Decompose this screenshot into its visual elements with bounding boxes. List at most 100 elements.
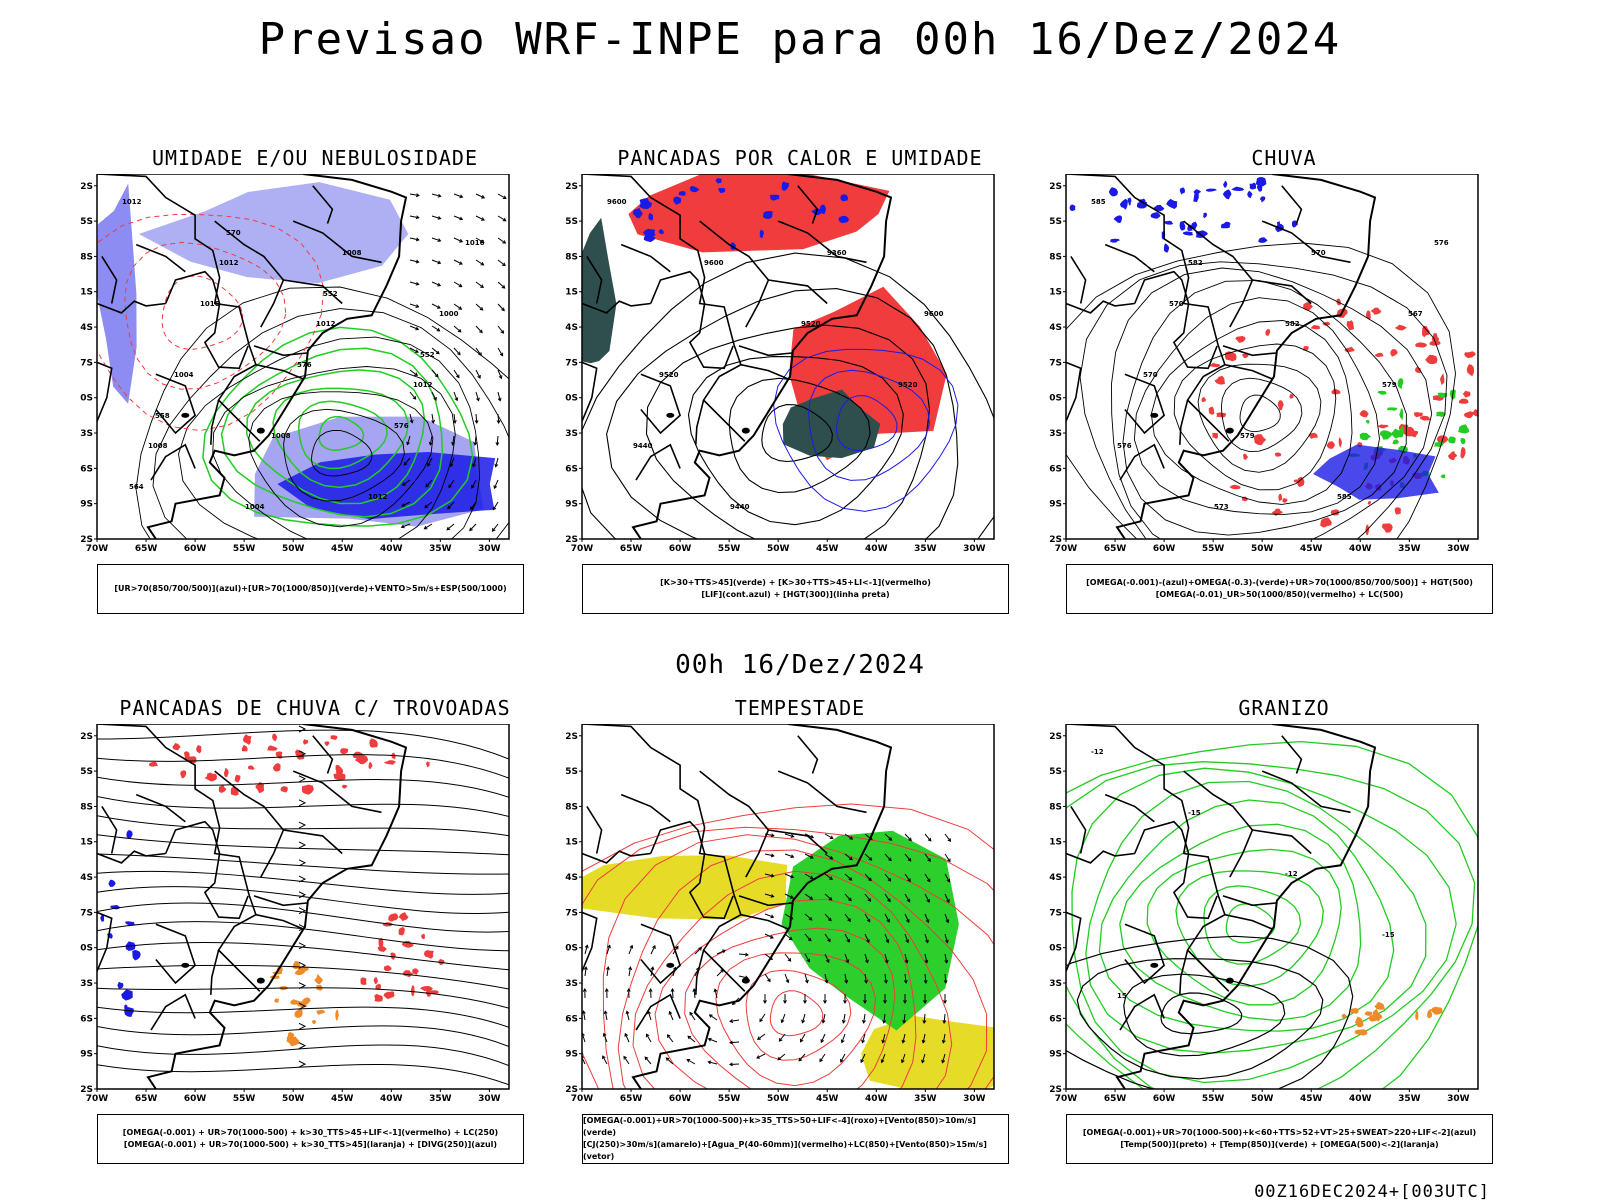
panel-title: PANCADAS POR CALOR E UMIDADE (565, 146, 1035, 170)
lat-label: 12S (80, 182, 93, 192)
lon-label: 70W (571, 1094, 594, 1104)
lat-label: 21S (1049, 288, 1062, 298)
lat-label: 18S (1049, 802, 1062, 812)
legend-line: [Temp(500)](preto) + [Temp(850)](verde) … (1120, 1139, 1438, 1151)
contour-label: 576 (1117, 442, 1132, 450)
panel-title: TEMPESTADE (565, 696, 1035, 720)
valid-time-title: 00h 16/Dez/2024 (0, 650, 1600, 680)
contour-label: 564 (129, 483, 144, 491)
lat-label: 15S (565, 767, 578, 777)
contour-label: 552 (420, 351, 435, 359)
contour-label: 9520 (659, 371, 679, 379)
map-layers (97, 724, 509, 1089)
lon-label: 30W (478, 544, 501, 554)
lon-label: 65W (135, 1094, 158, 1104)
lon-label: 50W (1251, 544, 1274, 554)
lat-label: 24S (1049, 873, 1062, 883)
contour-label: 9600 (924, 310, 944, 318)
panel-legend: [OMEGA(-0.001)-(azul)+OMEGA(-0.3)-(verde… (1066, 564, 1493, 614)
contour-label: 576 (394, 422, 409, 430)
lon-label: 35W (914, 1094, 937, 1104)
lat-label: 30S (1049, 944, 1062, 954)
lat-label: 27S (1049, 908, 1062, 918)
lon-label: 55W (718, 544, 741, 554)
rain-omega-red (1483, 409, 1496, 420)
storm-red (231, 787, 239, 796)
lat-label: 24S (80, 323, 93, 333)
lon-label: 30W (963, 1094, 986, 1104)
lon-label: 50W (282, 544, 305, 554)
legend-line: [OMEGA(-0.001)+UR>70(1000-500)+k<60+TTS>… (1083, 1127, 1476, 1139)
panel-title: UMIDADE E/OU NEBULOSIDADE (80, 146, 550, 170)
lif-contour (679, 191, 686, 196)
contour-label: 1000 (439, 310, 459, 318)
lake (666, 413, 674, 418)
lon-label: 65W (1104, 544, 1127, 554)
lon-label: 30W (478, 1094, 501, 1104)
contour-label: 9440 (633, 442, 653, 450)
lon-label: 45W (816, 1094, 839, 1104)
legend-line: [OMEGA(-0.001)-(azul)+OMEGA(-0.3)-(verde… (1086, 577, 1473, 589)
contour-label: -12 (1285, 870, 1298, 878)
lat-label: 24S (80, 873, 93, 883)
contour-label: -15 (1382, 931, 1395, 939)
lake (181, 963, 189, 968)
storm-red (361, 977, 367, 985)
lon-label: 40W (1349, 1094, 1372, 1104)
lat-label: 21S (80, 838, 93, 848)
lat-label: 27S (80, 908, 93, 918)
panel-umidade: UMIDADE E/OU NEBULOSIDADE [UR>70(850/700… (80, 146, 550, 616)
weather-map: -12-15-12-151512S15S18S21S24S27S30S33S36… (1049, 724, 1519, 1114)
contour-label: 570 (1143, 371, 1158, 379)
lat-label: 18S (80, 802, 93, 812)
lat-label: 12S (1049, 732, 1062, 742)
contour-label: 576 (297, 361, 312, 369)
lat-label: 39S (1049, 500, 1062, 510)
contour-label: 1016 (465, 239, 485, 247)
legend-line: [OMEGA(-0.01)_UR>50(1000/850)(vermelho) … (1156, 589, 1404, 601)
contour-label: 582 (1188, 259, 1203, 267)
lon-label: 40W (865, 1094, 888, 1104)
lagoon (1226, 978, 1234, 984)
lagoon (742, 978, 750, 984)
lat-label: 39S (80, 500, 93, 510)
lon-label: 60W (184, 1094, 207, 1104)
lat-label: 15S (80, 217, 93, 227)
map-layers (565, 724, 1035, 1114)
lat-label: 21S (80, 288, 93, 298)
lake (666, 963, 674, 968)
weather-map: 12S15S18S21S24S27S30S33S36S39S42S70W65W6… (565, 724, 1035, 1114)
contour-label: 1012 (368, 493, 388, 501)
lat-label: 33S (565, 979, 578, 989)
lon-label: 70W (1055, 544, 1078, 554)
lat-label: 18S (565, 252, 578, 262)
lon-label: 35W (429, 544, 452, 554)
lat-label: 12S (1049, 182, 1062, 192)
lat-label: 36S (1049, 464, 1062, 474)
lon-label: 40W (1349, 544, 1372, 554)
lake (1150, 413, 1158, 418)
panel-legend: [UR>70(850/700/500)](azul)+[UR>70(1000/8… (97, 564, 524, 614)
contour-label: 582 (1285, 320, 1300, 328)
lat-label: 24S (565, 873, 578, 883)
lon-label: 60W (669, 544, 692, 554)
lat-label: 12S (565, 182, 578, 192)
lat-label: 18S (80, 252, 93, 262)
lon-label: 45W (331, 1094, 354, 1104)
lon-label: 65W (1104, 1094, 1127, 1104)
panel-title: GRANIZO (1049, 696, 1519, 720)
map-layers: 1012101210121012100810041008100010041008… (80, 174, 550, 564)
lat-label: 39S (1049, 1050, 1062, 1060)
contour-label: 1008 (271, 432, 291, 440)
lon-label: 30W (1447, 544, 1470, 554)
panel-granizo: GRANIZO [OMEGA(-0.001)+UR>70(1000-500)+k… (1049, 696, 1519, 1166)
panel-legend: [K>30+TTS>45](verde) + [K>30+TTS>45+LI<-… (582, 564, 1009, 614)
lon-label: 40W (380, 544, 403, 554)
lon-label: 65W (620, 544, 643, 554)
legend-line: [OMEGA(-0.001) + UR>70(1000-500) + k>30_… (123, 1127, 498, 1139)
lagoon (742, 428, 750, 434)
lat-label: 30S (80, 394, 93, 404)
lon-label: 60W (1153, 544, 1176, 554)
lon-label: 70W (1055, 1094, 1078, 1104)
rain-omega-red (1480, 461, 1485, 468)
